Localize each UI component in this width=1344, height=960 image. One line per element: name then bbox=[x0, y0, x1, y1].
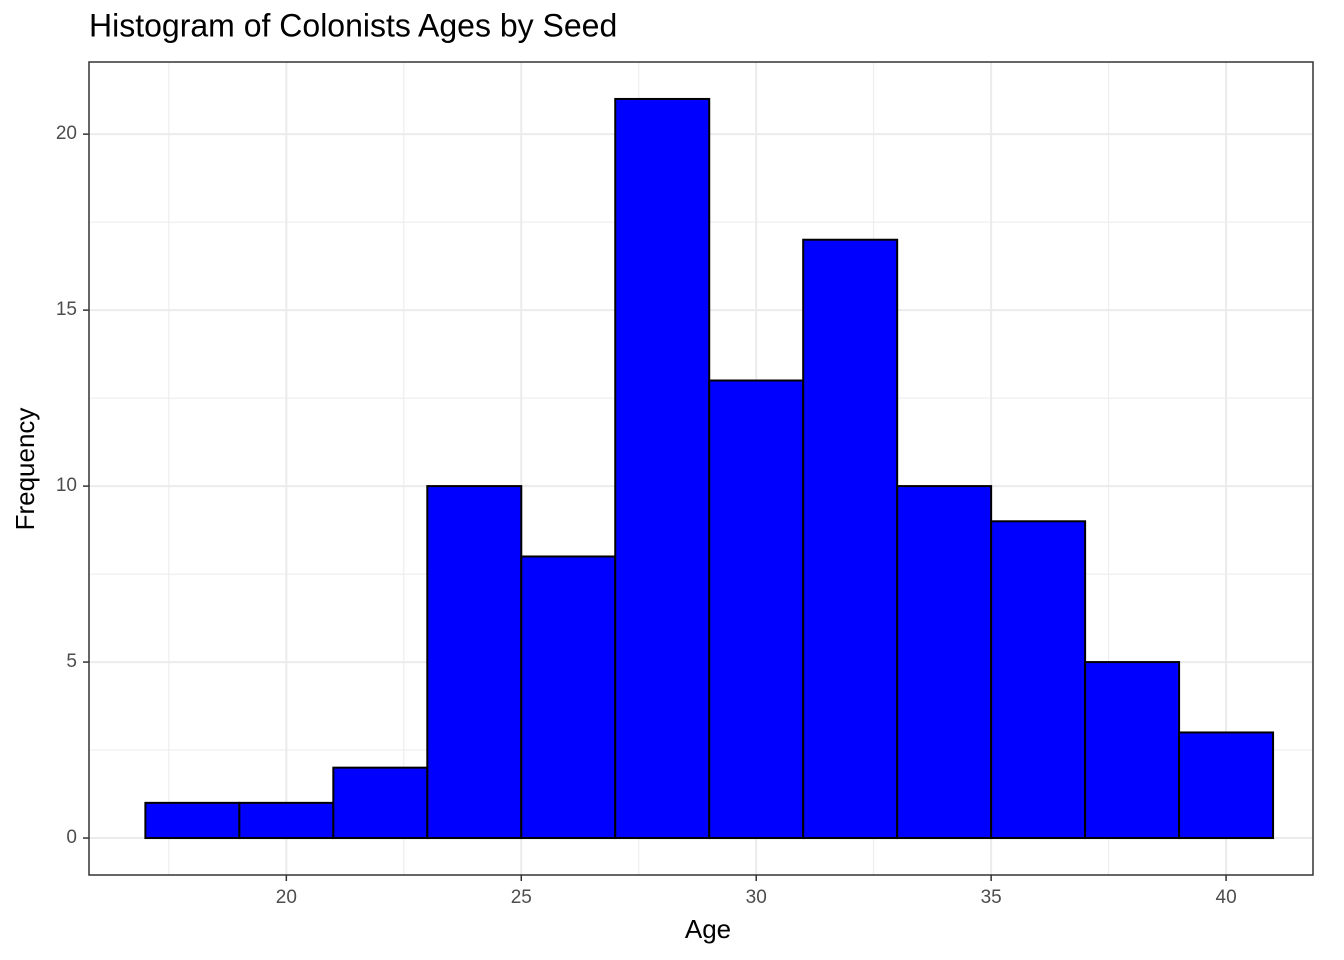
y-tick-label: 20 bbox=[56, 123, 77, 144]
x-tick-label: 25 bbox=[511, 887, 532, 908]
bar bbox=[708, 379, 805, 840]
x-axis-label: Age bbox=[685, 914, 731, 944]
y-tick-label: 0 bbox=[66, 827, 77, 848]
bar bbox=[990, 520, 1087, 840]
bar bbox=[144, 801, 241, 840]
bar bbox=[238, 801, 335, 840]
bar bbox=[1084, 661, 1181, 840]
y-tick-label: 5 bbox=[66, 651, 77, 672]
x-tick-label: 30 bbox=[746, 887, 767, 908]
x-tick-label: 20 bbox=[276, 887, 297, 908]
bar bbox=[332, 766, 429, 840]
panel-border bbox=[88, 61, 1314, 876]
bar bbox=[1178, 731, 1275, 840]
bar bbox=[802, 238, 899, 840]
x-tick-label: 40 bbox=[1216, 887, 1237, 908]
bar bbox=[426, 485, 523, 840]
x-tick-label: 35 bbox=[981, 887, 1002, 908]
y-tick-label: 10 bbox=[56, 475, 77, 496]
bar bbox=[614, 97, 711, 840]
bar bbox=[896, 485, 993, 840]
y-tick-label: 15 bbox=[56, 299, 77, 320]
y-axis-label: Frequency bbox=[10, 408, 40, 531]
chart-title: Histogram of Colonists Ages by Seed bbox=[89, 7, 617, 43]
bar bbox=[520, 555, 617, 840]
